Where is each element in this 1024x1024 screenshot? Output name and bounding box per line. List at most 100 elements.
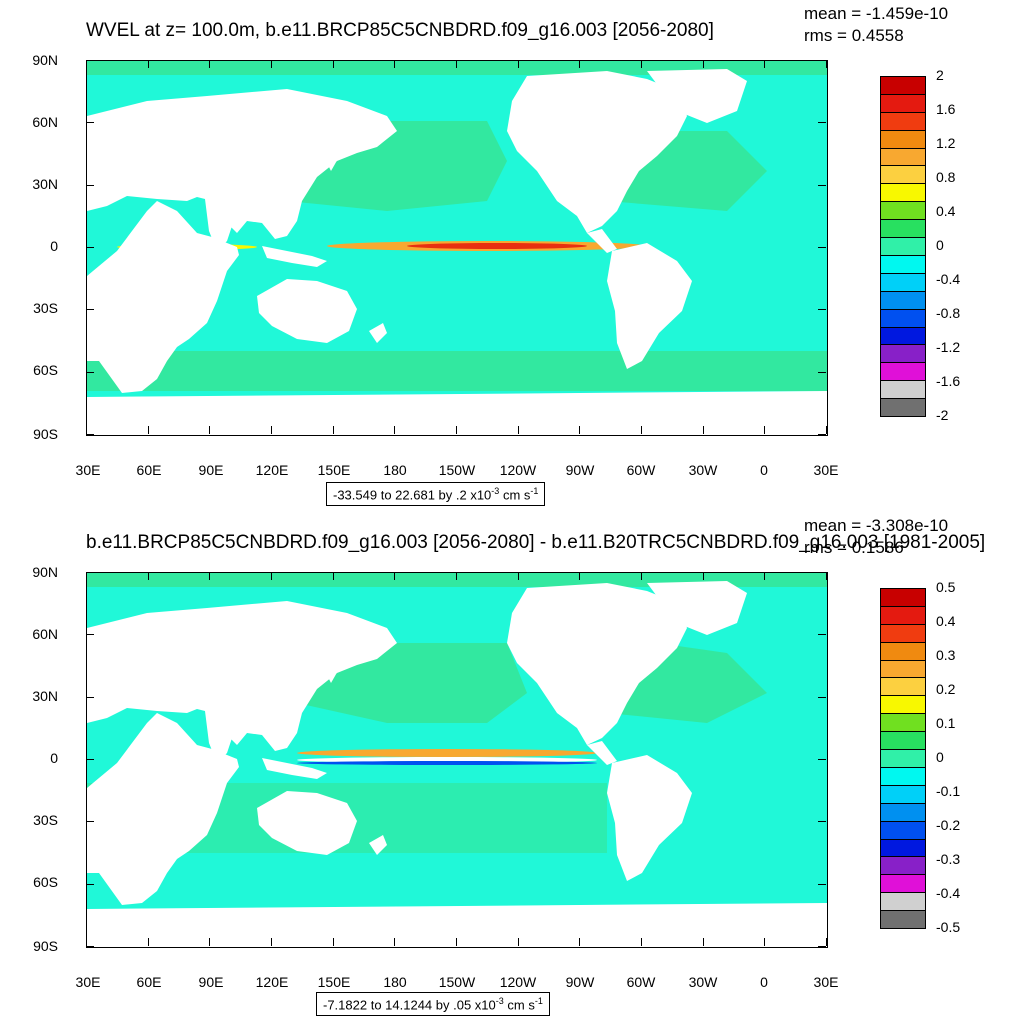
lat-label: 0 (50, 750, 58, 766)
colorbar-label: 0.8 (936, 169, 956, 185)
lat-tick (86, 309, 94, 311)
lon-tick (394, 572, 396, 580)
colorbar-swatch (880, 344, 926, 364)
colorbar-label: 0.2 (936, 681, 956, 697)
world-map (86, 572, 828, 948)
lat-label: 60S (33, 362, 58, 378)
colorbar-swatch (880, 641, 926, 661)
lon-tick (86, 426, 87, 434)
colorbar-swatch (880, 147, 926, 167)
lat-tick (86, 696, 94, 698)
colorbar-label: 0.5 (936, 579, 956, 595)
colorbar-swatch (880, 838, 926, 858)
lat-tick (818, 572, 826, 573)
lon-tick (826, 426, 827, 434)
map-title: b.e11.BRCP85C5CNBDRD.f09_g16.003 [2056-2… (86, 532, 986, 553)
colorbar-swatch (880, 910, 926, 929)
lon-tick (271, 426, 272, 434)
lat-tick (86, 759, 94, 760)
colorbar-label: 0.4 (936, 613, 956, 629)
lon-label: 30W (688, 462, 718, 478)
lat-tick (86, 247, 94, 248)
lat-label: 30N (32, 688, 58, 704)
colorbar-swatch (880, 398, 926, 417)
lat-tick (86, 572, 94, 573)
colorbar-label: -0.4 (936, 271, 961, 287)
lon-label: 120W (499, 974, 537, 990)
lon-tick (517, 426, 519, 434)
lon-label: 150E (317, 974, 351, 990)
colorbar (880, 76, 926, 417)
colorbar-swatch (880, 820, 926, 840)
lon-tick (579, 426, 581, 434)
colorbar-swatch (880, 254, 926, 274)
lon-tick (579, 60, 581, 68)
lat-label: 30N (32, 176, 58, 192)
lat-tick (86, 184, 94, 186)
lon-tick (332, 938, 334, 946)
colorbar-label: -2 (936, 407, 949, 423)
colorbar-label: 0 (936, 237, 944, 253)
lon-tick (641, 938, 642, 946)
colorbar-swatch (880, 802, 926, 822)
lon-label: 60E (136, 462, 162, 478)
colorbar-swatch (880, 749, 926, 768)
lat-tick (818, 60, 826, 61)
lat-tick (86, 883, 94, 885)
lat-tick (818, 184, 826, 186)
lon-label: 120W (499, 462, 537, 478)
colorbar-swatch (880, 308, 926, 328)
colorbar-label: 2 (936, 67, 944, 83)
lat-label: 60S (33, 874, 58, 890)
lon-tick (641, 572, 642, 580)
lat-tick (86, 821, 94, 823)
lat-tick (818, 821, 826, 823)
colorbar-swatch (880, 380, 926, 400)
colorbar-label: -0.4 (936, 885, 961, 901)
lon-tick (332, 426, 334, 434)
lon-label: 150E (317, 462, 351, 478)
lat-label: 30S (33, 300, 58, 316)
colorbar-swatch (880, 784, 926, 804)
lon-tick (702, 572, 704, 580)
mean-label: mean = -1.459e-10 (804, 4, 949, 23)
lat-tick (818, 122, 826, 124)
lon-tick (147, 938, 149, 946)
lon-tick (86, 572, 87, 580)
lon-tick (579, 572, 581, 580)
lon-tick (456, 60, 457, 68)
lat-tick (86, 946, 94, 947)
map-panel-difference: b.e11.BRCP85C5CNBDRD.f09_g16.003 [2056-2… (0, 512, 1024, 1024)
lon-tick (394, 60, 396, 68)
colorbar-label: -1.2 (936, 339, 961, 355)
lon-tick (826, 60, 827, 68)
lat-tick (86, 60, 94, 61)
lon-tick (579, 938, 581, 946)
range-unit-exponent: -1 (534, 996, 543, 1006)
colorbar-label: -0.1 (936, 783, 961, 799)
colorbar-swatch (880, 713, 926, 733)
lon-label: 0 (760, 462, 768, 478)
colorbar-swatch (880, 219, 926, 239)
lon-tick (517, 572, 519, 580)
lon-tick (517, 60, 519, 68)
colorbar-swatch (880, 874, 926, 894)
colorbar-swatch (880, 677, 926, 697)
colorbar-swatch (880, 856, 926, 876)
lon-tick (702, 60, 704, 68)
lon-tick (332, 572, 334, 580)
lon-tick (209, 426, 211, 434)
lon-tick (209, 572, 211, 580)
colorbar-swatch (880, 165, 926, 185)
lon-tick (394, 938, 396, 946)
lon-tick (147, 426, 149, 434)
colorbar-swatch (880, 272, 926, 292)
lon-tick (456, 938, 457, 946)
colorbar-swatch (880, 588, 926, 607)
lat-tick (818, 634, 826, 636)
lat-tick (818, 434, 826, 435)
lon-label: 30W (688, 974, 718, 990)
world-map (86, 60, 828, 436)
colorbar-label: 0 (936, 749, 944, 765)
lon-tick (456, 572, 457, 580)
